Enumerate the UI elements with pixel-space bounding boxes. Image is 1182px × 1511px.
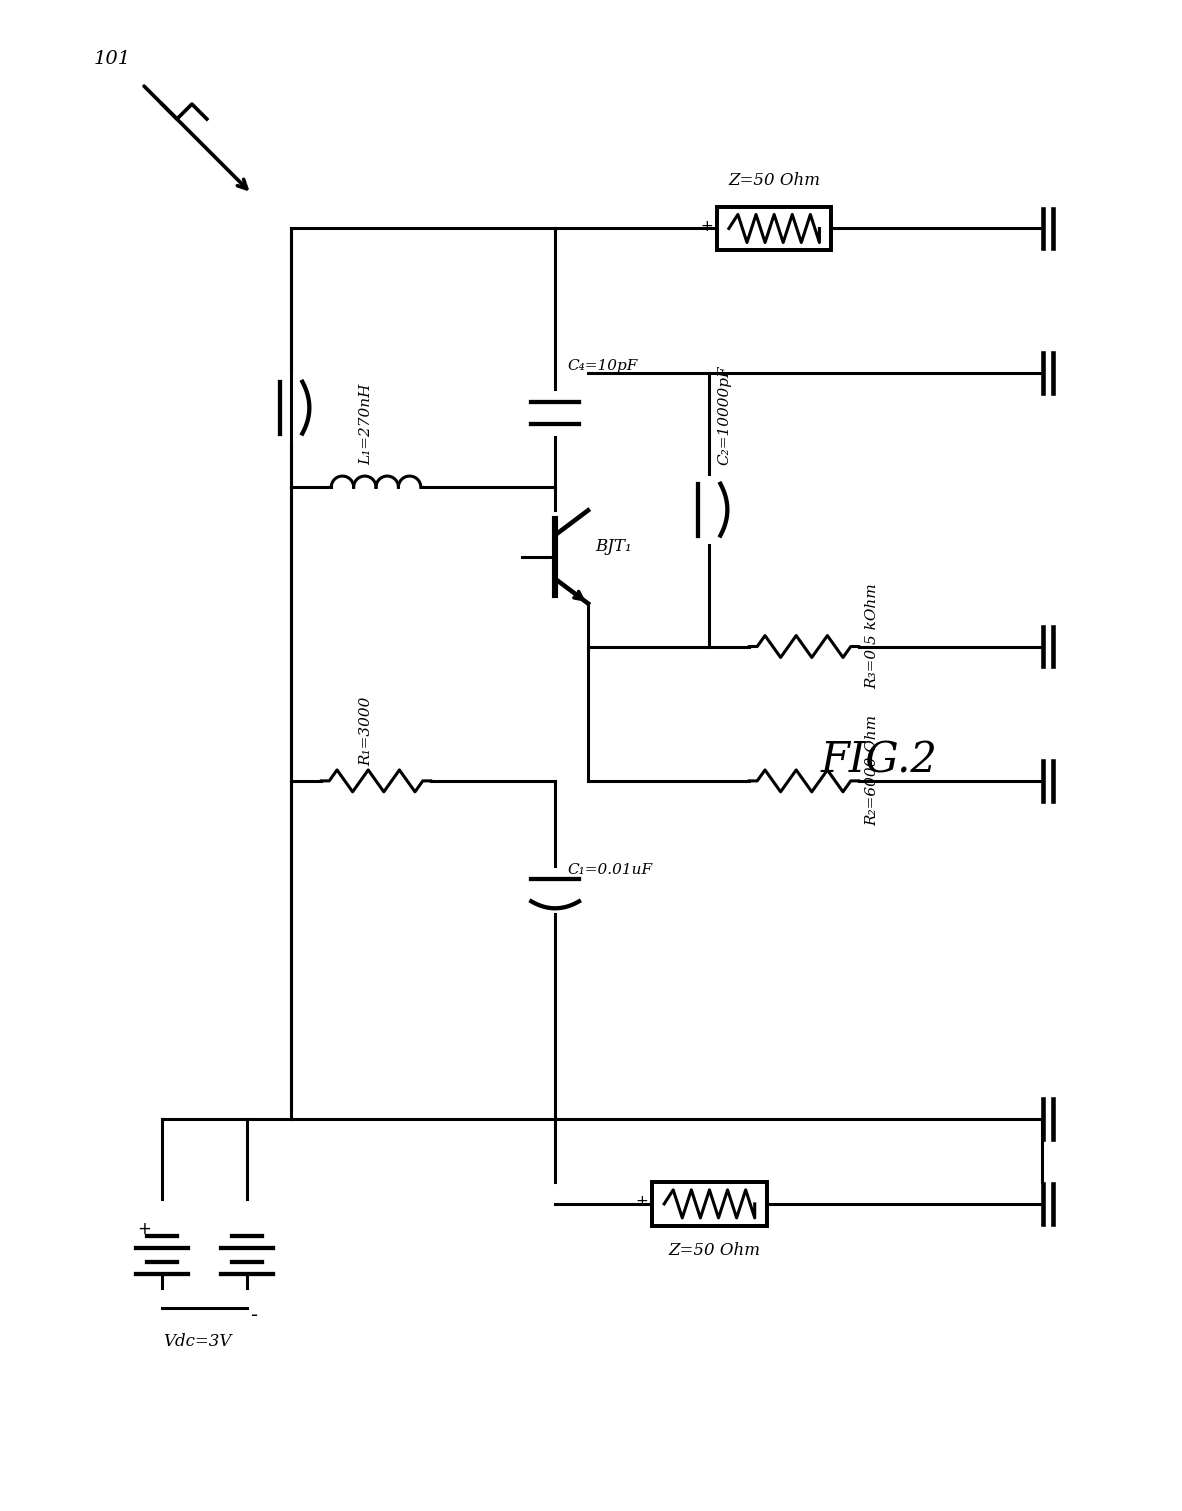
FancyBboxPatch shape [652, 1182, 767, 1225]
Text: +: + [636, 1194, 648, 1209]
Text: C₁=0.01uF: C₁=0.01uF [567, 863, 652, 878]
Text: +: + [700, 219, 713, 234]
Text: R₁=3000: R₁=3000 [359, 697, 374, 766]
Text: R₃=0.5 kOhm: R₃=0.5 kOhm [865, 583, 879, 689]
Text: 101: 101 [93, 50, 131, 68]
Text: Vdc=3V: Vdc=3V [163, 1333, 230, 1351]
Text: Z=50 Ohm: Z=50 Ohm [728, 172, 820, 189]
Text: FIG.2: FIG.2 [820, 740, 937, 783]
FancyBboxPatch shape [717, 207, 831, 251]
Text: +: + [137, 1219, 151, 1238]
Text: C₄=10pF: C₄=10pF [567, 358, 637, 373]
Text: R₂=6000 Ohm: R₂=6000 Ohm [865, 715, 879, 827]
Text: -: - [251, 1306, 258, 1325]
Text: C₂=10000pF: C₂=10000pF [717, 366, 732, 465]
Text: Z=50 Ohm: Z=50 Ohm [668, 1242, 760, 1259]
Text: BJT₁: BJT₁ [595, 538, 631, 556]
Text: L₁=270nH: L₁=270nH [359, 384, 374, 465]
